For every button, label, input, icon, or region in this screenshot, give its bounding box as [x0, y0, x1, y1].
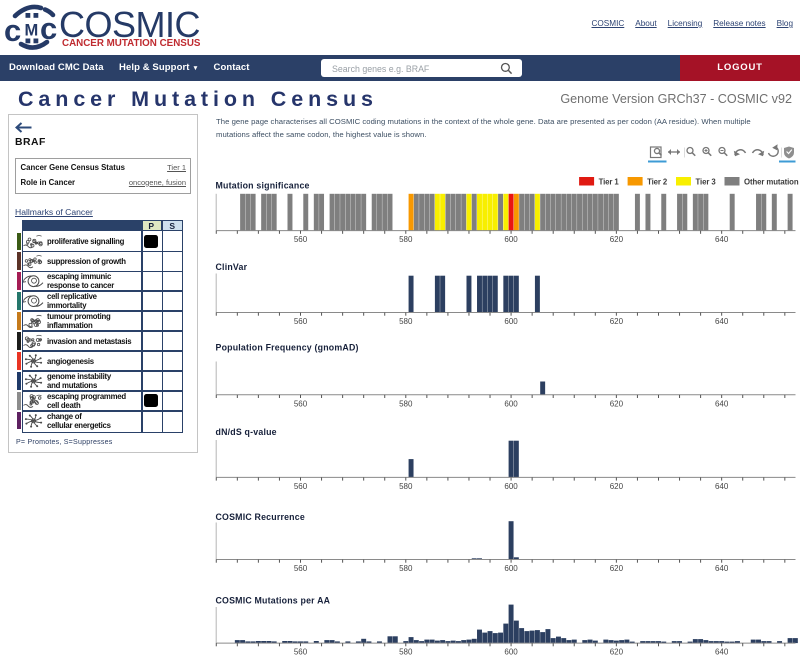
svg-text:640: 640: [715, 235, 729, 244]
svg-text:620: 620: [610, 482, 624, 491]
svg-text:ClinVar: ClinVar: [216, 262, 248, 272]
svg-text:Tier 1: Tier 1: [599, 177, 620, 186]
svg-text:640: 640: [715, 564, 729, 573]
svg-text:580: 580: [399, 317, 413, 326]
svg-text:640: 640: [715, 648, 729, 657]
svg-text:Mutation significance: Mutation significance: [216, 180, 310, 190]
svg-text:M: M: [25, 22, 39, 40]
svg-text:560: 560: [294, 648, 308, 657]
svg-text:Population Frequency (gnomAD): Population Frequency (gnomAD): [216, 343, 359, 353]
svg-text:c: c: [5, 13, 21, 48]
svg-text:560: 560: [294, 317, 308, 326]
svg-text:600: 600: [504, 564, 518, 573]
svg-text:600: 600: [504, 648, 518, 657]
svg-text:600: 600: [504, 482, 518, 491]
svg-text:620: 620: [610, 399, 624, 408]
svg-text:560: 560: [294, 564, 308, 573]
svg-text:620: 620: [610, 235, 624, 244]
svg-text:560: 560: [294, 482, 308, 491]
svg-text:560: 560: [294, 399, 308, 408]
svg-text:Other mutation: Other mutation: [744, 177, 799, 186]
svg-text:580: 580: [399, 648, 413, 657]
svg-text:COSMIC Mutations per AA: COSMIC Mutations per AA: [216, 596, 331, 606]
svg-text:600: 600: [504, 317, 518, 326]
svg-text:640: 640: [715, 399, 729, 408]
svg-text:640: 640: [715, 482, 729, 491]
svg-text:580: 580: [399, 235, 413, 244]
svg-text:620: 620: [610, 648, 624, 657]
svg-text:Tier 2: Tier 2: [647, 177, 668, 186]
svg-text:dN/dS q-value: dN/dS q-value: [216, 427, 277, 437]
svg-text:620: 620: [610, 564, 624, 573]
svg-text:580: 580: [399, 564, 413, 573]
svg-text:580: 580: [399, 399, 413, 408]
svg-text:Tier 3: Tier 3: [696, 177, 717, 186]
svg-text:620: 620: [610, 317, 624, 326]
svg-text:600: 600: [504, 235, 518, 244]
svg-text:COSMIC Recurrence: COSMIC Recurrence: [216, 512, 305, 522]
svg-text:c: c: [40, 11, 57, 46]
svg-text:640: 640: [715, 317, 729, 326]
svg-text:560: 560: [294, 235, 308, 244]
svg-text:600: 600: [504, 399, 518, 408]
svg-text:580: 580: [399, 482, 413, 491]
